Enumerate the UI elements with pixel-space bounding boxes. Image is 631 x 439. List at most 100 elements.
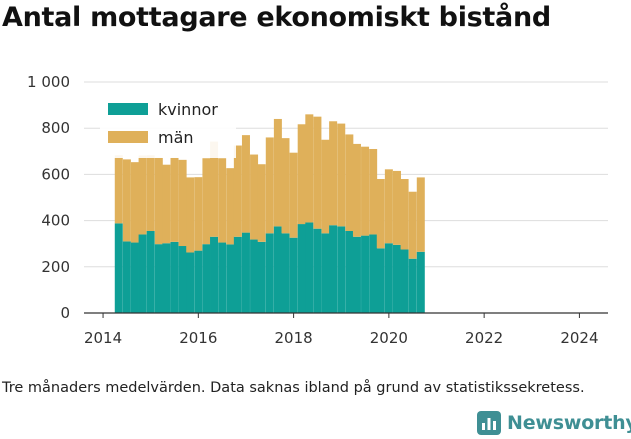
bar-man <box>321 139 330 234</box>
bar-man <box>400 179 409 250</box>
bar-kvinnor <box>352 236 361 313</box>
bar-kvinnor <box>345 230 354 313</box>
legend-swatch-kvinnor <box>108 103 148 115</box>
y-tick-label: 0 <box>60 304 70 322</box>
bar-kvinnor <box>170 241 179 313</box>
bar-man <box>202 158 211 245</box>
bar-man <box>337 123 346 227</box>
bar-man <box>233 145 242 237</box>
bar-man <box>416 177 425 252</box>
bar-kvinnor <box>138 234 147 313</box>
legend-swatch-man <box>108 131 148 143</box>
bar-man <box>218 158 227 243</box>
y-tick-label: 400 <box>41 212 70 230</box>
bar-man <box>146 155 155 231</box>
bar-man <box>186 177 195 253</box>
bar-kvinnor <box>289 237 298 313</box>
bar-man <box>313 116 322 229</box>
bar-man <box>281 138 290 234</box>
bar-man <box>194 177 203 251</box>
bar-kvinnor <box>369 234 378 313</box>
y-axis-ticks: 0 200 400 600 800 1 000 <box>27 73 70 322</box>
bar-man <box>265 137 274 234</box>
bar-kvinnor <box>321 233 330 313</box>
bar-man <box>392 170 401 245</box>
legend-label-kvinnor: kvinnor <box>158 100 218 119</box>
bar-man <box>130 162 139 243</box>
bar-man <box>162 164 171 244</box>
bar-kvinnor <box>297 224 306 313</box>
bar-man <box>329 121 338 226</box>
bar-kvinnor <box>114 223 123 313</box>
bar-kvinnor <box>186 252 195 313</box>
x-axis-ticks: 2014 2016 2018 2020 2022 2024 <box>84 313 599 347</box>
bar-kvinnor <box>178 246 187 313</box>
bar-kvinnor <box>162 243 171 313</box>
x-tick-label: 2020 <box>370 329 408 347</box>
bar-kvinnor <box>250 239 259 313</box>
bar-kvinnor <box>122 241 131 313</box>
y-tick-label: 600 <box>41 165 70 183</box>
x-tick-label: 2024 <box>560 329 598 347</box>
x-tick-label: 2022 <box>465 329 503 347</box>
bar-kvinnor <box>257 241 266 313</box>
bar-man <box>170 157 179 242</box>
bar-man <box>154 157 163 245</box>
bar-man <box>122 159 131 242</box>
bar-man <box>178 159 187 247</box>
brand-logo: Newsworthy <box>477 409 631 437</box>
bars <box>114 114 425 313</box>
bar-kvinnor <box>361 235 370 313</box>
bar-kvinnor <box>202 244 211 313</box>
bar-kvinnor <box>194 250 203 313</box>
x-tick-label: 2018 <box>275 329 313 347</box>
bar-kvinnor <box>130 242 139 313</box>
bar-kvinnor <box>400 249 409 313</box>
bar-kvinnor <box>273 226 282 313</box>
legend-label-man: män <box>158 128 194 147</box>
chart-title: Antal mottagare ekonomiskt bistånd <box>2 2 551 33</box>
bar-kvinnor <box>210 236 219 313</box>
bar-man <box>361 146 370 236</box>
bar-chart-logo-icon <box>477 411 501 435</box>
bar-man <box>226 168 235 245</box>
bar-kvinnor <box>392 244 401 313</box>
bar-man <box>289 152 298 238</box>
bar-man <box>345 134 354 231</box>
y-tick-label: 1 000 <box>27 73 70 91</box>
bar-kvinnor <box>281 233 290 313</box>
bar-man <box>250 154 259 240</box>
bar-man <box>352 143 361 237</box>
bar-kvinnor <box>226 244 235 313</box>
bar-man <box>257 164 266 242</box>
bar-kvinnor <box>233 236 242 313</box>
bar-kvinnor <box>376 248 385 313</box>
bar-kvinnor <box>337 226 346 313</box>
bar-man <box>210 141 219 237</box>
x-tick-label: 2014 <box>84 329 122 347</box>
bar-man <box>138 155 147 235</box>
bar-man <box>273 118 282 227</box>
y-tick-label: 800 <box>41 119 70 137</box>
bar-kvinnor <box>265 233 274 313</box>
bar-man <box>297 124 306 225</box>
x-tick-label: 2016 <box>179 329 217 347</box>
bar-kvinnor <box>305 222 314 313</box>
bar-man <box>376 179 385 249</box>
bar-kvinnor <box>416 251 425 313</box>
bar-kvinnor <box>313 228 322 313</box>
bar-kvinnor <box>329 225 338 313</box>
y-tick-label: 200 <box>41 258 70 276</box>
bar-man <box>384 169 393 244</box>
bar-kvinnor <box>408 258 417 313</box>
bar-kvinnor <box>218 242 227 313</box>
bar-kvinnor <box>241 232 250 313</box>
brand-name: Newsworthy <box>507 412 631 434</box>
bar-man <box>305 114 314 223</box>
bar-kvinnor <box>384 243 393 313</box>
bar-man <box>369 148 378 235</box>
bar-kvinnor <box>146 230 155 313</box>
legend: kvinnor män <box>100 96 236 158</box>
footnote: Tre månaders medelvärden. Data saknas ib… <box>2 380 585 396</box>
